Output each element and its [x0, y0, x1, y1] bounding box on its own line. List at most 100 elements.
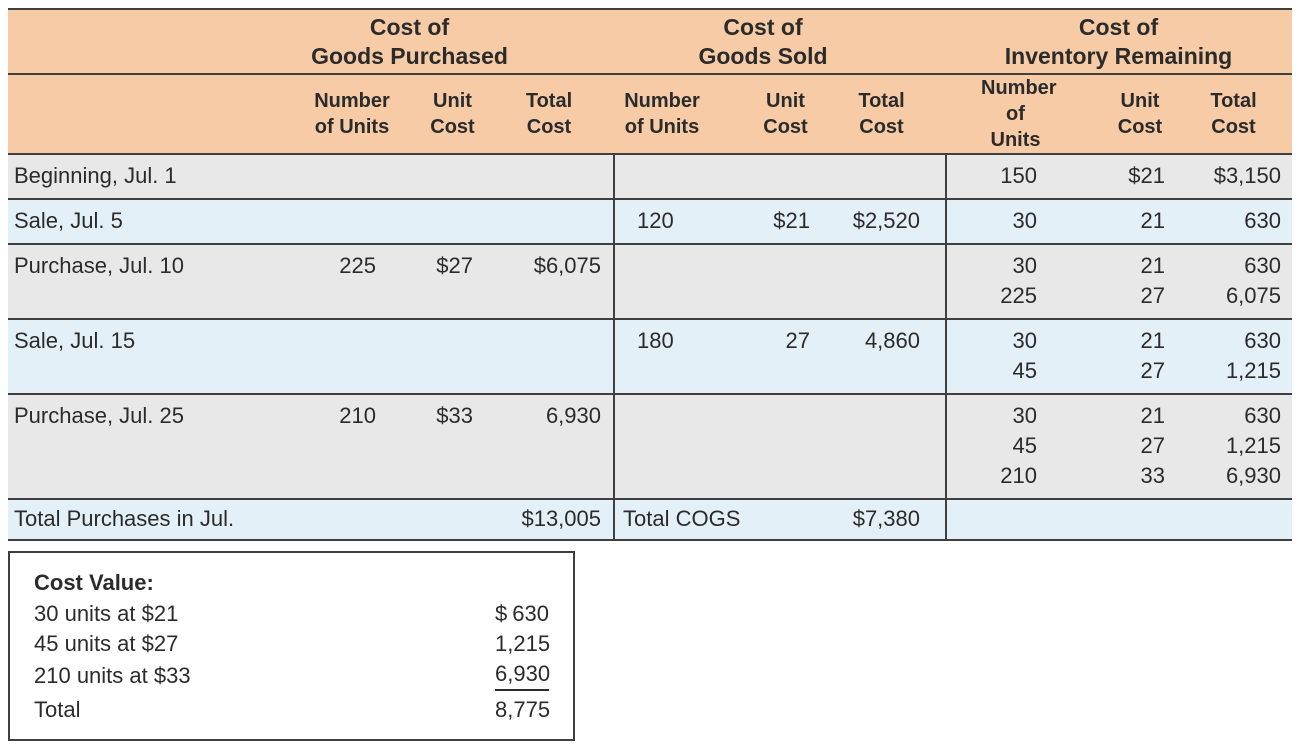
cost-value-line-label: 30 units at $21: [34, 601, 179, 626]
cost-value-line: 30 units at $21 $ 630: [34, 599, 549, 629]
column-header-row: Number of Units Unit Cost Total Cost Num…: [8, 73, 1292, 153]
purchased-units: [290, 320, 390, 393]
col-header-text: Number: [981, 77, 1057, 99]
table-row-totals: Total Purchases in Jul. $13,005 Total CO…: [8, 498, 1292, 541]
cost-value-line: 210 units at $33 6,930: [34, 659, 550, 691]
cogs-units: 120: [613, 200, 723, 243]
row-label: Purchase, Jul. 25: [14, 403, 184, 428]
corner-cell: [8, 75, 290, 153]
col-header-text: Number: [314, 90, 390, 112]
purchased-units: [290, 155, 390, 198]
cogs-total-cost: [818, 245, 945, 318]
row-label: Sale, Jul. 15: [14, 328, 136, 353]
remaining-line-value: 30: [1012, 403, 1037, 428]
cost-value-line: 45 units at $27 1,215: [34, 629, 551, 659]
group-header-goods-sold-line1: Cost of: [723, 13, 803, 40]
cogs-total-cost: $2,520: [852, 208, 920, 233]
remaining-line-value: 150: [1000, 163, 1037, 188]
remaining-line-value: 21: [1140, 208, 1165, 233]
remaining-line-value: 6,930: [1225, 463, 1281, 488]
cogs-units: [613, 245, 723, 318]
col-header-text: Cost: [1211, 116, 1256, 138]
remaining-units: 30: [945, 200, 1050, 243]
col-header-text: Unit: [433, 90, 472, 112]
col-header-text: Cost: [526, 116, 572, 138]
remaining-line-value: 27: [1140, 283, 1165, 308]
purchased-total-cost: [485, 200, 613, 243]
col-header-text: Cost: [763, 116, 808, 138]
group-header-goods-purchased-line2: Goods Purchased: [311, 42, 508, 69]
table-row-sale-jul-15: Sale, Jul. 15 180 27 4,860 30 45 21 27 6…: [8, 318, 1292, 393]
cogs-total-cost: [818, 155, 945, 198]
remaining-line-value: $3,150: [1213, 163, 1281, 188]
purchased-unit-cost: [390, 200, 485, 243]
remaining-line-value: 21: [1140, 253, 1165, 278]
total-cogs-label: Total COGS: [613, 500, 818, 539]
amount-value: 1,215: [495, 631, 551, 656]
row-label: Purchase, Jul. 10: [14, 253, 184, 278]
group-header-inventory-remaining-line2: Inventory Remaining: [1004, 42, 1233, 69]
remaining-line-value: 27: [1140, 433, 1165, 458]
cost-value-total-line: Total 8,775: [34, 695, 551, 725]
remaining-units: 30 225: [945, 245, 1050, 318]
group-header-goods-purchased: Cost of Goods Purchased: [8, 10, 613, 73]
remaining-line-value: 225: [1000, 283, 1037, 308]
row-label: Beginning, Jul. 1: [14, 163, 177, 188]
remaining-unit-cost: $21: [1050, 155, 1175, 198]
remaining-units: 150: [945, 155, 1050, 198]
remaining-line-value: 1,215: [1225, 433, 1281, 458]
cogs-units: [613, 155, 723, 198]
col-header-purchased-unit-cost: Unit Cost: [390, 75, 485, 153]
cogs-unit-cost: 27: [785, 328, 810, 353]
cogs-unit-cost: [723, 155, 818, 198]
col-header-purchased-units: Number of Units: [290, 75, 390, 153]
remaining-line-value: 630: [1244, 253, 1281, 278]
cogs-total-cost: 4,860: [864, 328, 920, 353]
col-header-text: Unit: [766, 90, 805, 112]
remaining-line-value: 21: [1140, 403, 1165, 428]
remaining-line-value: 630: [1244, 328, 1281, 353]
remaining-line-value: 33: [1140, 463, 1165, 488]
purchased-total-cost: 6,930: [545, 403, 601, 428]
col-header-text: Total: [1210, 90, 1257, 112]
purchased-total-cost: $6,075: [533, 253, 601, 278]
col-header-text: Cost: [430, 116, 475, 138]
remaining-line-value: 45: [1012, 358, 1037, 383]
cogs-unit-cost: [723, 245, 818, 318]
remaining-units: 30 45: [945, 320, 1050, 393]
remaining-total-cost: $3,150: [1175, 155, 1292, 198]
col-header-text: of Units: [314, 116, 390, 138]
col-header-purchased-total-cost: Total Cost: [485, 75, 613, 153]
purchased-unit-cost: $27: [436, 253, 473, 278]
remaining-unit-cost: 21 27 33: [1050, 395, 1175, 498]
purchased-units: 225: [339, 253, 376, 278]
table-row-purchase-jul-10: Purchase, Jul. 10 225 $27 $6,075 30 225 …: [8, 243, 1292, 318]
cogs-total-cost: [818, 395, 945, 498]
col-header-cogs-total-cost: Total Cost: [818, 75, 945, 153]
remaining-line-value: 630: [1244, 208, 1281, 233]
col-header-cogs-units: Number of Units: [613, 75, 723, 153]
remaining-total-cost: 630 1,215 6,930: [1175, 395, 1292, 498]
table-row-purchase-jul-25: Purchase, Jul. 25 210 $33 6,930 30 45 21…: [8, 393, 1292, 498]
group-header-goods-purchased-line1: Cost of: [369, 13, 450, 40]
purchased-unit-cost: [390, 155, 485, 198]
group-header-inventory-remaining-line1: Cost of: [1078, 13, 1159, 40]
remaining-unit-cost: 21 27: [1050, 320, 1175, 393]
group-header-row: Cost of Goods Purchased Cost of Goods So…: [8, 8, 1292, 73]
group-header-inventory-remaining: Cost of Inventory Remaining: [945, 10, 1292, 73]
cost-value-line-label: Total: [34, 697, 81, 722]
remaining-total-cost: 630 6,075: [1175, 245, 1292, 318]
table-row-beginning-jul-1: Beginning, Jul. 1 150 $21 $3,150: [8, 153, 1292, 198]
remaining-line-value: 27: [1140, 358, 1165, 383]
col-header-remaining-units: Number of Units: [945, 75, 1057, 153]
cogs-unit-cost: [723, 395, 818, 498]
remaining-line-value: 630: [1244, 403, 1281, 428]
inventory-table: Cost of Goods Purchased Cost of Goods So…: [8, 8, 1292, 541]
purchased-unit-cost: $33: [436, 403, 473, 428]
remaining-line-value: 6,075: [1225, 283, 1281, 308]
amount-value: 8,775: [495, 697, 551, 722]
currency-symbol: $: [495, 601, 508, 626]
purchased-total-cost: [485, 320, 613, 393]
col-header-text: Total: [858, 90, 905, 112]
remaining-line-value: 30: [1012, 208, 1037, 233]
